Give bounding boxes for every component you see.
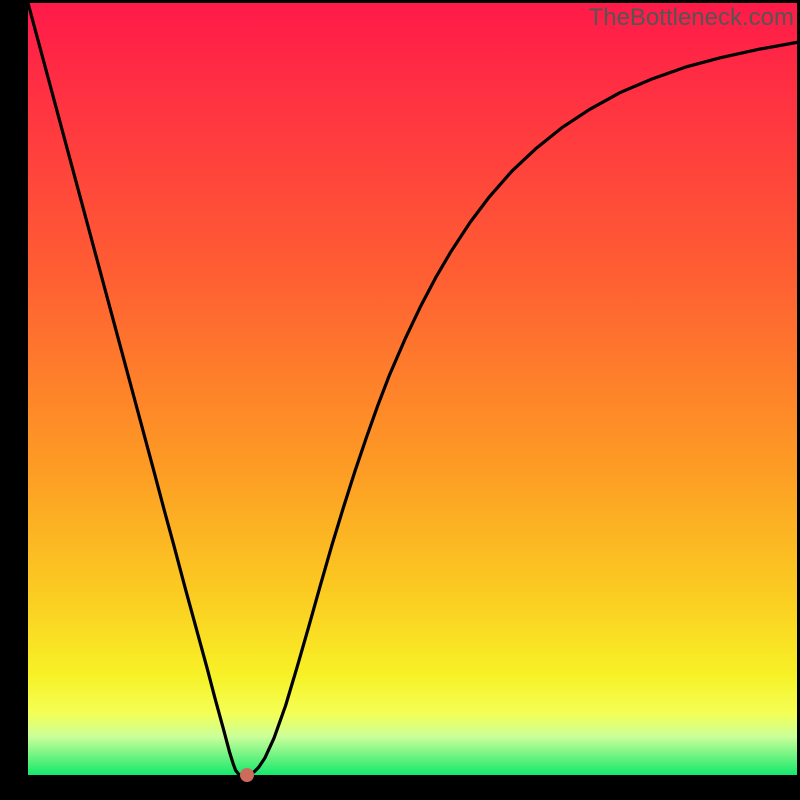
watermark-text: TheBottleneck.com [589,4,794,32]
minimum-marker [240,768,254,782]
plot-area [28,3,797,775]
